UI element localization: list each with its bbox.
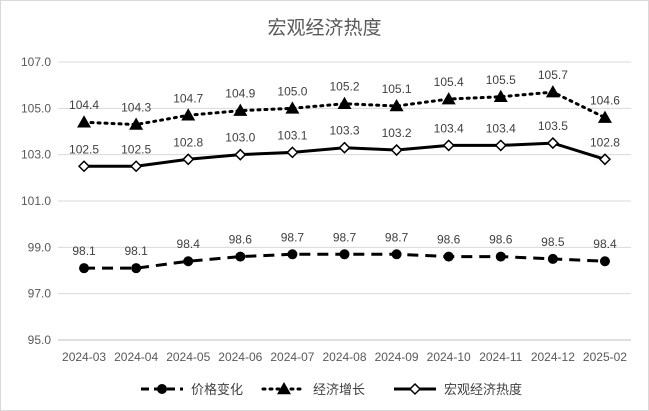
data-label: 102.5	[69, 142, 99, 156]
data-point	[547, 253, 558, 264]
x-tick-label: 2025-02	[583, 350, 627, 364]
data-label: 98.7	[333, 230, 357, 244]
data-point	[182, 153, 195, 166]
chart-title: 宏观经济热度	[267, 18, 382, 39]
data-point	[181, 108, 196, 121]
data-label: 105.0	[277, 84, 307, 98]
data-label: 104.9	[225, 87, 255, 101]
data-point	[493, 89, 508, 102]
x-tick-label: 2024-09	[375, 350, 419, 364]
data-label: 102.5	[121, 142, 151, 156]
x-tick-label: 2024-12	[531, 350, 575, 364]
data-label: 98.6	[437, 233, 461, 247]
data-point	[286, 146, 299, 159]
data-label: 105.7	[538, 68, 568, 82]
data-label: 103.4	[486, 121, 516, 135]
x-tick-label: 2024-10	[427, 350, 471, 364]
y-tick-label: 107.0	[21, 55, 51, 69]
data-label: 102.8	[590, 135, 620, 149]
data-point	[389, 99, 404, 112]
data-label: 102.8	[173, 135, 203, 149]
data-point	[233, 103, 248, 116]
data-point	[443, 251, 454, 262]
legend-swatch-marker	[157, 384, 167, 394]
data-label: 98.4	[593, 237, 617, 251]
data-point	[598, 153, 612, 166]
data-point	[545, 85, 560, 98]
legend-entry: 宏观经济热度	[444, 382, 522, 397]
data-label: 104.6	[590, 94, 620, 108]
data-label: 98.6	[489, 233, 513, 247]
x-tick-label: 2024-06	[218, 350, 262, 364]
data-point	[79, 263, 90, 274]
data-point	[338, 141, 351, 154]
data-point	[494, 139, 507, 152]
data-label: 98.7	[281, 230, 305, 244]
data-point	[597, 110, 612, 123]
data-point	[390, 143, 403, 157]
data-label: 105.5	[486, 73, 516, 87]
data-label: 98.7	[385, 230, 409, 244]
data-point	[77, 160, 91, 173]
y-tick-label: 99.0	[28, 240, 52, 254]
data-label: 98.1	[124, 244, 148, 258]
data-label: 105.2	[329, 80, 359, 94]
data-point	[131, 263, 142, 274]
data-point	[337, 96, 352, 109]
data-point	[129, 117, 144, 130]
legend-entry: 经济增长	[313, 382, 365, 397]
data-point	[495, 251, 506, 262]
x-tick-label: 2024-07	[270, 350, 314, 364]
legend-entry: 价格变化	[191, 382, 243, 397]
x-tick-label: 2024-04	[114, 350, 158, 364]
data-point	[235, 251, 246, 262]
data-label: 98.4	[177, 237, 201, 251]
data-label: 103.5	[538, 119, 568, 133]
x-tick-label: 2024-08	[322, 350, 366, 364]
data-label: 103.0	[225, 131, 255, 145]
data-label: 104.3	[121, 101, 151, 115]
data-point	[546, 137, 559, 150]
data-point	[287, 249, 298, 260]
y-tick-label: 101.0	[21, 194, 51, 208]
legend-swatch-marker	[408, 382, 422, 396]
data-label: 98.1	[72, 244, 96, 258]
x-tick-label: 2024-03	[62, 350, 106, 364]
data-label: 103.4	[434, 121, 464, 135]
data-point	[599, 256, 610, 267]
data-label: 98.5	[541, 235, 565, 249]
data-point	[77, 115, 92, 128]
data-label: 105.1	[382, 82, 412, 96]
data-label: 103.3	[329, 124, 359, 138]
x-tick-label: 2024-05	[166, 350, 210, 364]
data-label: 98.6	[229, 233, 253, 247]
y-tick-label: 103.0	[21, 148, 51, 162]
y-tick-label: 97.0	[28, 287, 52, 301]
data-point	[339, 249, 350, 260]
data-label: 104.4	[69, 98, 99, 112]
data-point	[130, 160, 143, 173]
data-label: 103.1	[277, 128, 307, 142]
data-label: 105.4	[434, 75, 464, 89]
data-label: 103.2	[382, 126, 412, 140]
x-tick-label: 2024-11	[479, 350, 522, 364]
y-tick-label: 95.0	[28, 333, 52, 347]
data-point	[442, 139, 455, 152]
y-tick-label: 105.0	[21, 101, 51, 115]
legend-swatch-marker	[277, 382, 291, 395]
data-point	[391, 249, 402, 260]
data-point	[441, 92, 456, 105]
data-label: 104.7	[173, 91, 203, 105]
data-point	[183, 256, 194, 267]
data-point	[285, 101, 300, 114]
data-point	[234, 148, 247, 161]
